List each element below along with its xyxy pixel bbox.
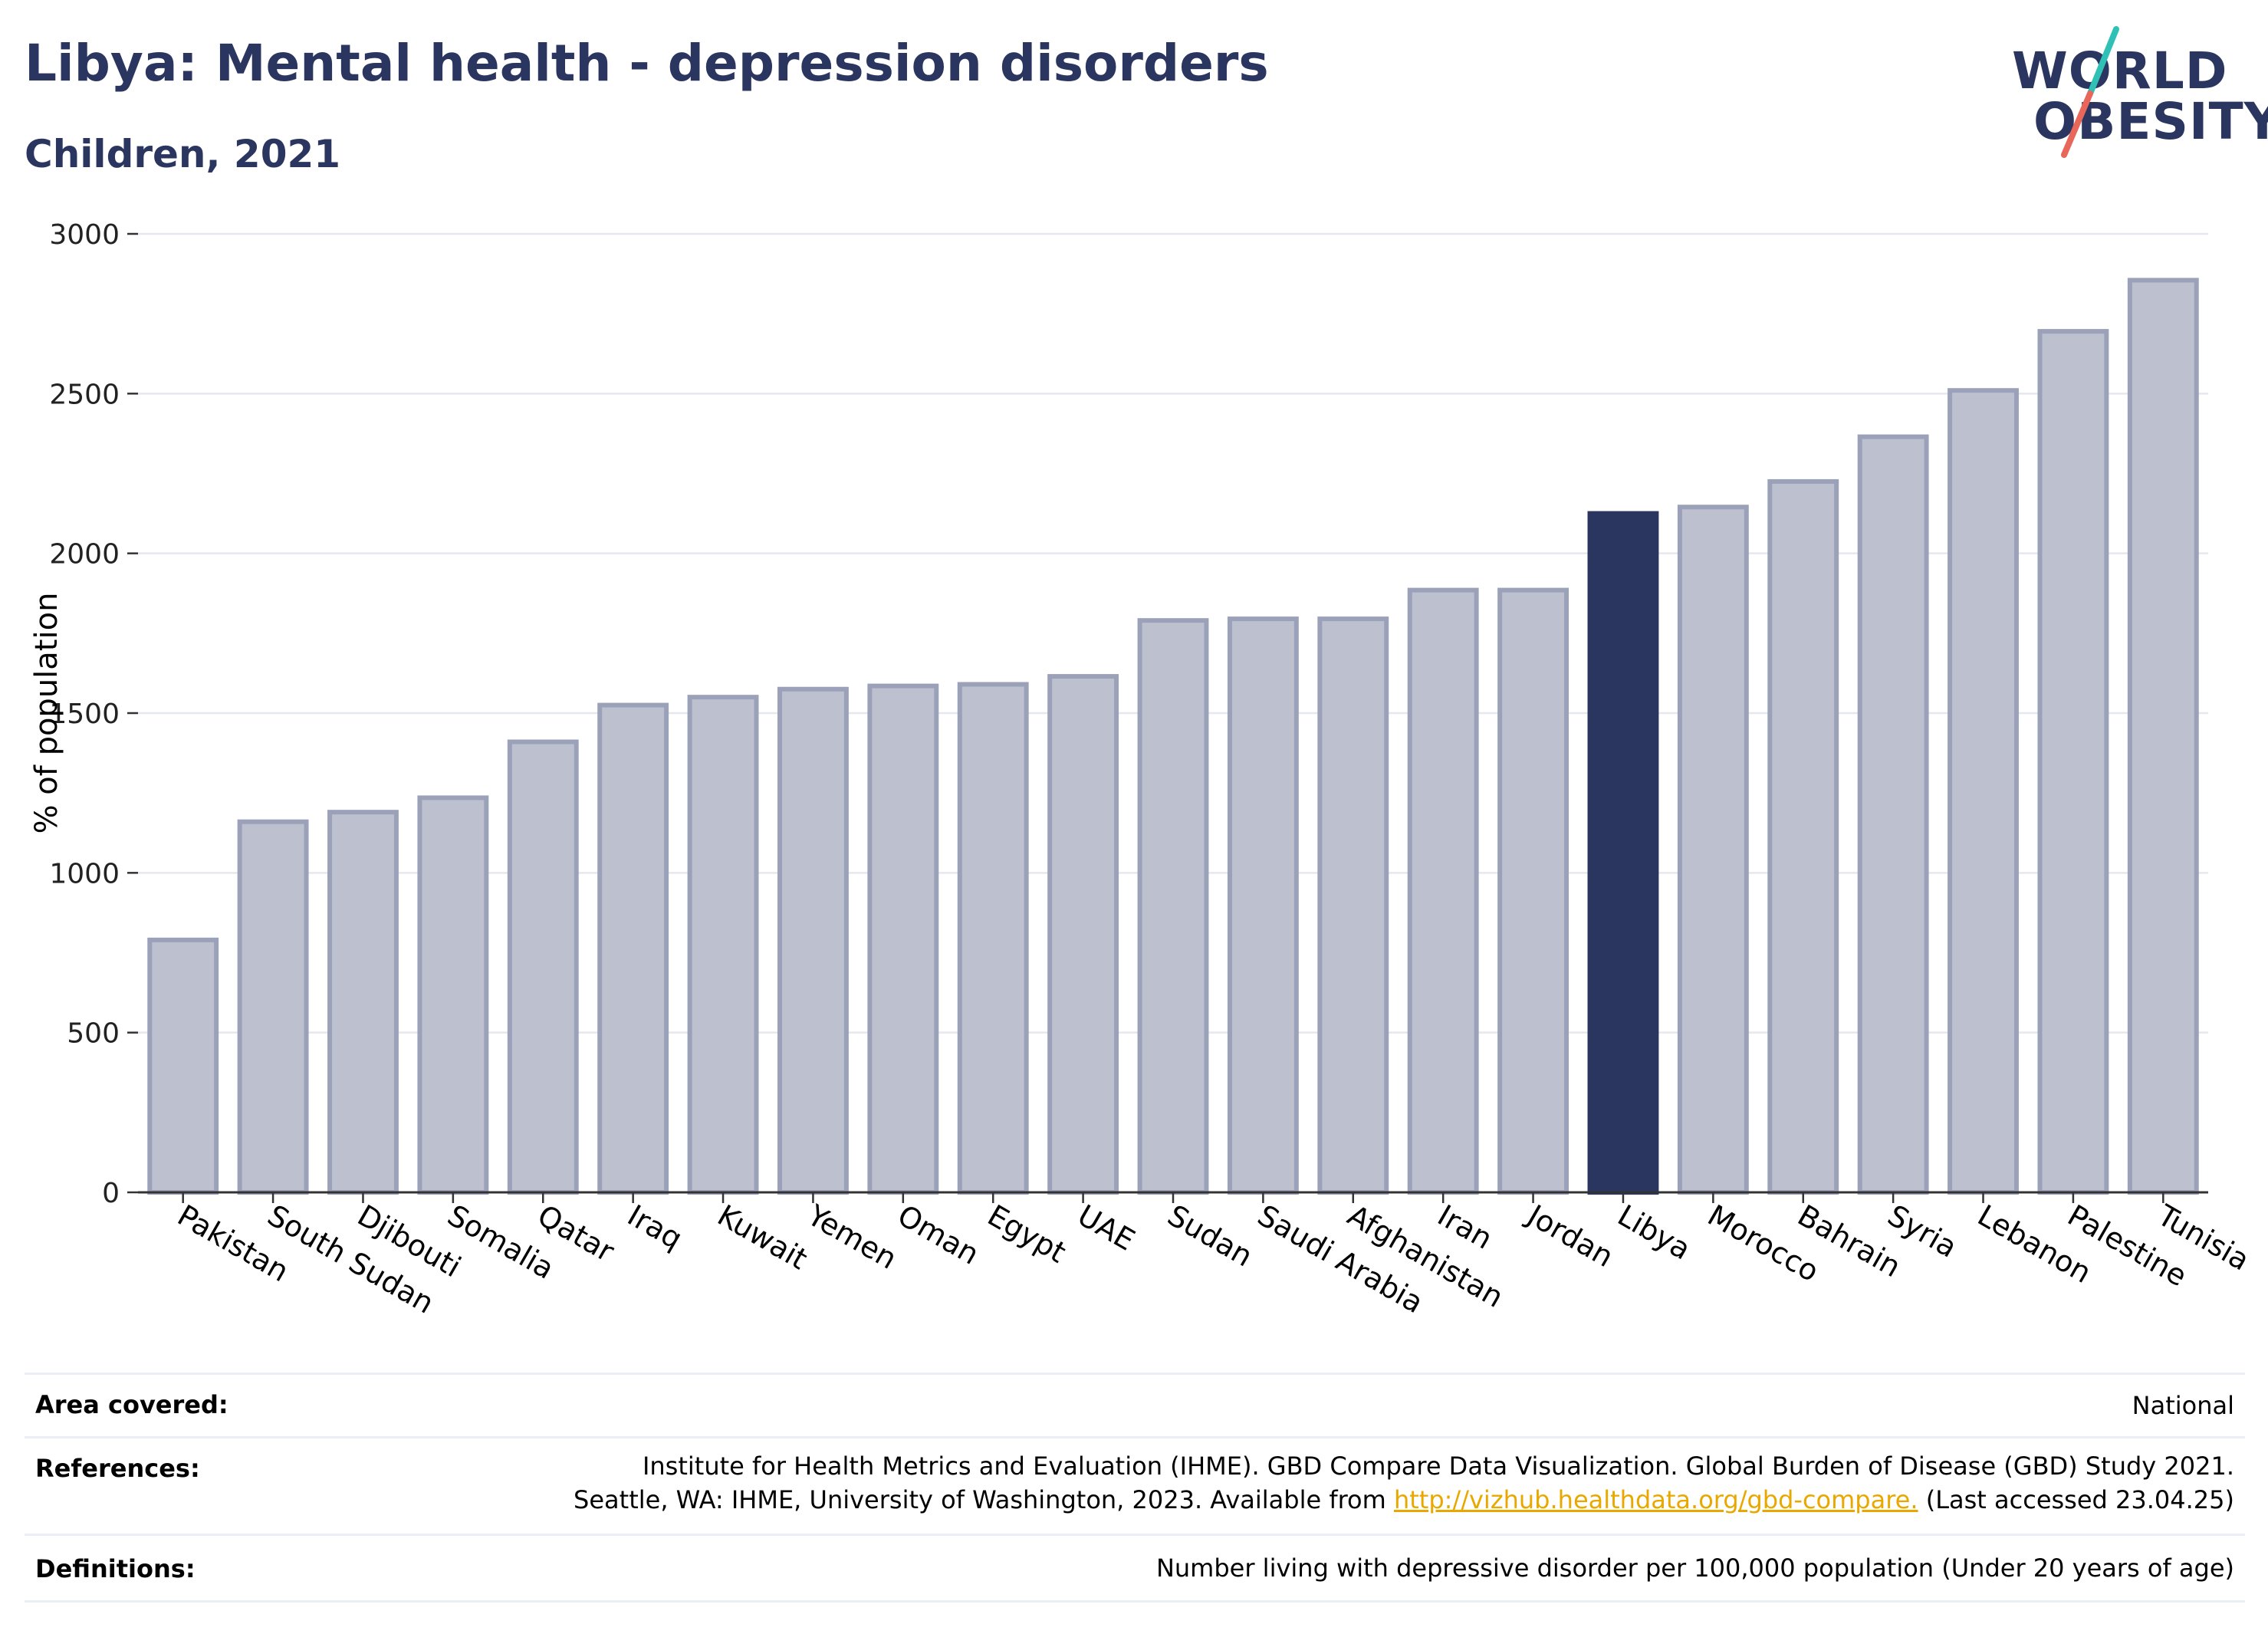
references-link[interactable]: http://vizhub.healthdata.org/gbd-compare… bbox=[1393, 1485, 1918, 1514]
references-line-2: Seattle, WA: IHME, University of Washing… bbox=[574, 1483, 2234, 1517]
y-tick-label: 1500 bbox=[49, 699, 120, 730]
references-line-2-suffix: (Last accessed 23.04.25) bbox=[1918, 1485, 2234, 1514]
bar-saudi-arabia bbox=[1227, 616, 1299, 1195]
bar-libya bbox=[1587, 511, 1659, 1195]
x-tick-label: Iraq bbox=[622, 1198, 688, 1256]
bar-djibouti bbox=[327, 810, 399, 1195]
bar-lebanon bbox=[1948, 388, 2019, 1195]
bar-iraq bbox=[597, 702, 669, 1195]
x-tick-label: Jordan bbox=[1520, 1198, 1619, 1274]
page-subtitle: Children, 2021 bbox=[25, 132, 341, 176]
bar-egypt bbox=[957, 682, 1029, 1195]
y-tick-label: 500 bbox=[67, 1018, 120, 1050]
references-label: References: bbox=[35, 1454, 200, 1483]
x-tick-label: Oman bbox=[892, 1198, 984, 1271]
definitions-row: Definitions: Number living with depressi… bbox=[25, 1534, 2245, 1603]
definitions-value: Number living with depressive disorder p… bbox=[1155, 1553, 2234, 1583]
y-tick-label: 0 bbox=[102, 1178, 120, 1209]
bar-south-sudan bbox=[237, 819, 309, 1195]
references-value: Institute for Health Metrics and Evaluat… bbox=[574, 1449, 2234, 1517]
bar-somalia bbox=[417, 795, 489, 1195]
logo-slash-icon bbox=[2061, 26, 2119, 158]
x-tick-label: Libya bbox=[1612, 1198, 1696, 1267]
bar-tunisia bbox=[2127, 278, 2199, 1195]
bar-palestine bbox=[2037, 329, 2109, 1195]
metadata-table: Area covered: National References: Insti… bbox=[25, 1373, 2245, 1603]
references-line-2-prefix: Seattle, WA: IHME, University of Washing… bbox=[574, 1485, 1394, 1514]
bar-jordan bbox=[1497, 587, 1570, 1195]
bar-bahrain bbox=[1767, 478, 1839, 1195]
references-row: References: Institute for Health Metrics… bbox=[25, 1436, 2245, 1534]
bars bbox=[147, 278, 2199, 1195]
world-obesity-logo: WORLD OBESITY bbox=[2001, 23, 2268, 161]
bar-iran bbox=[1407, 587, 1479, 1195]
bar-qatar bbox=[507, 739, 579, 1195]
area-covered-row: Area covered: National bbox=[25, 1373, 2245, 1436]
bar-yemen bbox=[777, 686, 849, 1195]
bar-syria bbox=[1857, 434, 1929, 1195]
y-tick-label: 3000 bbox=[49, 219, 120, 251]
y-tick-label: 2500 bbox=[49, 379, 120, 410]
y-axis-ticks: 0 500 1000 1500 2000 2500 3000 bbox=[49, 219, 138, 1209]
x-tick-label: Kuwait bbox=[712, 1198, 814, 1277]
bar-sudan bbox=[1137, 618, 1209, 1195]
x-tick-label: UAE bbox=[1072, 1198, 1140, 1258]
y-tick-label: 1000 bbox=[49, 858, 120, 889]
page-title: Libya: Mental health - depression disord… bbox=[25, 34, 1269, 93]
bar-afghanistan bbox=[1317, 616, 1389, 1195]
y-axis-label: % of population bbox=[29, 593, 64, 834]
x-tick-label: Egypt bbox=[982, 1198, 1072, 1270]
bar-uae bbox=[1047, 674, 1119, 1195]
x-tick-label: Yemen bbox=[801, 1198, 902, 1276]
references-line-1: Institute for Health Metrics and Evaluat… bbox=[642, 1452, 2234, 1481]
y-tick-label: 2000 bbox=[49, 539, 120, 570]
bar-kuwait bbox=[687, 695, 759, 1195]
area-covered-value: National bbox=[2132, 1391, 2234, 1420]
logo-line-1: WORLD bbox=[2012, 41, 2228, 100]
x-tick-label: Sudan bbox=[1162, 1198, 1259, 1274]
bar-oman bbox=[867, 683, 939, 1195]
bar-morocco bbox=[1677, 505, 1749, 1195]
definitions-label: Definitions: bbox=[35, 1554, 196, 1583]
area-covered-label: Area covered: bbox=[35, 1390, 228, 1419]
bar-pakistan bbox=[147, 937, 219, 1195]
